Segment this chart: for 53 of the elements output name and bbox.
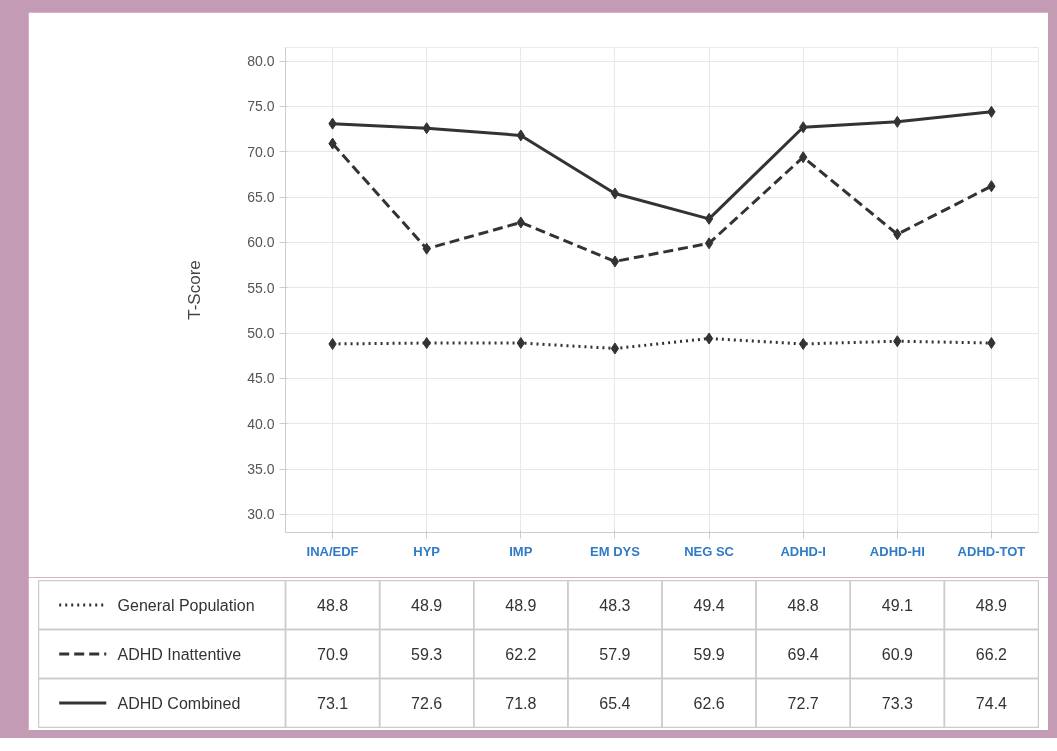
data-label: 60.9 xyxy=(881,646,913,663)
x-tick-label: ADHD-I xyxy=(780,543,826,559)
data-label: 48.9 xyxy=(411,597,443,614)
legend-label: ADHD Combined xyxy=(117,694,241,712)
data-label: 72.7 xyxy=(787,695,819,712)
data-label: 62.2 xyxy=(505,646,537,663)
data-label: 70.9 xyxy=(316,646,349,663)
y-tick-label: 35.0 xyxy=(247,461,275,478)
data-label: 65.4 xyxy=(599,695,631,712)
point xyxy=(704,332,714,345)
x-tick-label: ADHD-HI xyxy=(869,543,925,559)
y-tick-label: 75.0 xyxy=(247,98,275,115)
data-label: 73.1 xyxy=(316,695,349,712)
data-label: 48.3 xyxy=(599,597,631,614)
point xyxy=(704,237,714,250)
data-label: 48.8 xyxy=(787,597,819,614)
point xyxy=(704,212,714,225)
data-label: 57.9 xyxy=(599,646,631,663)
point xyxy=(610,255,620,268)
y-axis-title: T-Score xyxy=(185,260,205,320)
legend-label: ADHD Inattentive xyxy=(117,645,242,663)
x-tick-label: EM DYS xyxy=(590,543,641,559)
data-label: 59.9 xyxy=(693,646,725,663)
y-tick-label: 30.0 xyxy=(247,506,275,523)
x-tick-label: INA/EDF xyxy=(306,543,359,559)
x-tick-label: NEG SC xyxy=(684,543,735,559)
y-tick-label: 70.0 xyxy=(247,143,275,160)
data-label: 48.8 xyxy=(316,597,349,614)
x-tick-label: IMP xyxy=(509,543,533,559)
point xyxy=(610,342,620,355)
point xyxy=(610,187,620,200)
x-tick-label: ADHD-TOT xyxy=(957,543,1026,559)
data-label: 69.4 xyxy=(787,646,819,663)
data-label: 73.3 xyxy=(881,695,913,712)
data-label: 72.6 xyxy=(411,695,443,712)
x-tick-label: HYP xyxy=(413,543,441,559)
data-label: 59.3 xyxy=(411,646,443,663)
y-tick-label: 80.0 xyxy=(247,53,275,70)
y-tick-label: 55.0 xyxy=(247,279,275,296)
y-tick-label: 50.0 xyxy=(247,325,275,342)
data-label: 62.6 xyxy=(693,695,725,712)
y-tick-label: 60.0 xyxy=(247,234,275,251)
data-label: 49.4 xyxy=(693,597,725,614)
data-label: 71.8 xyxy=(505,695,537,712)
y-tick-label: 65.0 xyxy=(247,189,275,206)
data-label: 49.1 xyxy=(881,597,913,614)
y-tick-label: 40.0 xyxy=(247,415,275,432)
data-label: 74.4 xyxy=(975,695,1008,712)
legend-label: General Population xyxy=(117,596,255,614)
y-tick-label: 45.0 xyxy=(247,370,275,387)
data-label: 48.9 xyxy=(975,597,1008,614)
data-label: 48.9 xyxy=(505,597,537,614)
data-label: 66.2 xyxy=(975,646,1008,663)
